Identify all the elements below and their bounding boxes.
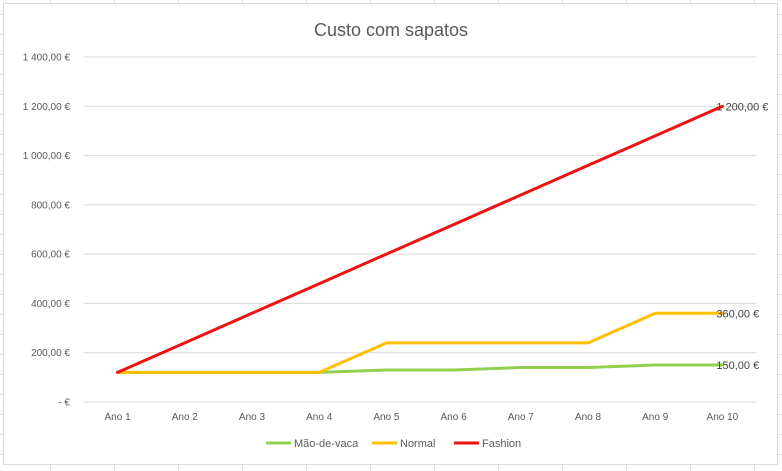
y-tick-label: 600,00 € <box>31 250 70 261</box>
data-label: 1 200,00 € <box>716 101 768 113</box>
y-tick-label: 400,00 € <box>31 299 70 310</box>
chart-title: Custo com sapatos <box>314 20 468 40</box>
x-tick-label: Ano 8 <box>575 412 602 423</box>
data-label: 360,00 € <box>716 308 759 320</box>
x-axis-labels: Ano 1 Ano 2 Ano 3 Ano 4 Ano 5 Ano 6 Ano 7 Ano 8… <box>105 412 739 423</box>
series-lines <box>116 104 724 374</box>
x-tick-label: Ano 7 <box>508 412 535 423</box>
y-tick-label: 200,00 € <box>31 348 70 359</box>
x-tick-label: Ano 1 <box>105 412 132 423</box>
y-tick-label: 1 200,00 € <box>23 102 71 113</box>
x-tick-label: Ano 5 <box>373 412 400 423</box>
gridlines <box>84 56 756 403</box>
y-tick-label: 800,00 € <box>31 200 70 211</box>
legend-label: Normal <box>400 438 435 450</box>
x-tick-label: Ano 6 <box>441 412 468 423</box>
chart-area[interactable] <box>3 3 778 465</box>
y-tick-label: - € <box>58 398 70 409</box>
y-tick-label: 1 000,00 € <box>23 151 71 162</box>
legend-label: Mão-de-vaca <box>294 438 359 450</box>
legend-label: Fashion <box>482 438 521 450</box>
legend: Mão-de-vaca Normal Fashion <box>266 438 521 450</box>
x-tick-label: Ano 4 <box>306 412 333 423</box>
y-axis-labels: - € 200,00 € 400,00 € 600,00 € 800,00 € 1 000… <box>23 53 71 409</box>
x-tick-label: Ano 3 <box>239 412 266 423</box>
series-line-2[interactable] <box>116 104 724 374</box>
series-line-1[interactable] <box>116 311 724 374</box>
x-tick-label: Ano 10 <box>707 412 739 423</box>
y-tick-label: 1 400,00 € <box>23 53 71 64</box>
data-labels: 150,00 € 360,00 € 1 200,00 € <box>716 101 768 372</box>
data-label: 150,00 € <box>716 360 759 372</box>
x-tick-label: Ano 2 <box>172 412 199 423</box>
x-tick-label: Ano 9 <box>642 412 669 423</box>
